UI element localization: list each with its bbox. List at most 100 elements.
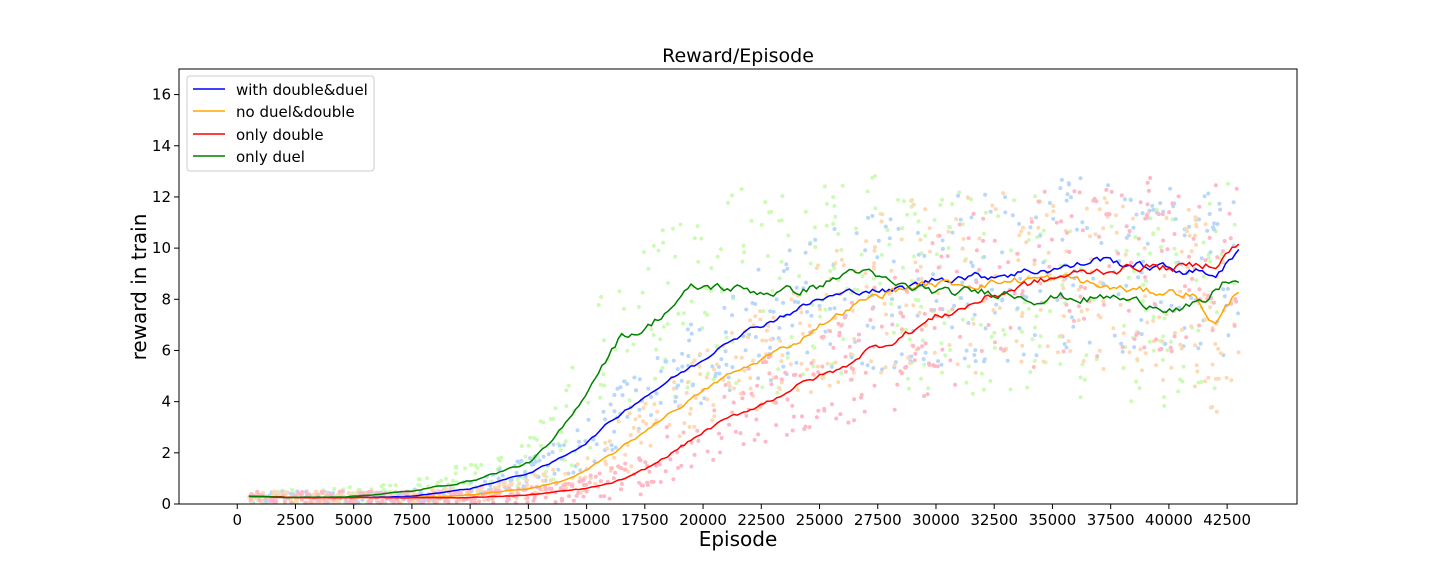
scatter-point: [897, 305, 902, 310]
scatter-point: [923, 233, 928, 238]
scatter-point: [671, 477, 676, 482]
scatter-point: [915, 268, 920, 273]
scatter-point: [1145, 241, 1150, 246]
scatter-point: [652, 402, 657, 407]
scatter-point: [1031, 365, 1036, 369]
scatter-point: [1060, 283, 1065, 287]
legend: with double&duel no duel&double only dou…: [186, 75, 375, 172]
scatter-point: [730, 313, 735, 318]
scatter-point: [904, 303, 909, 308]
x-tick-label-16: 40000: [1145, 511, 1193, 529]
scatter-point: [578, 468, 583, 473]
scatter-point: [820, 376, 825, 381]
scatter-point: [304, 490, 309, 495]
scatter-point: [1071, 324, 1076, 329]
scatter-point: [828, 269, 833, 273]
scatter-point: [800, 414, 804, 419]
x-tick-label-10: 25000: [796, 511, 844, 529]
scatter-point: [1107, 264, 1112, 269]
scatter-point: [1022, 300, 1027, 305]
scatter-point: [746, 335, 750, 340]
scatter-point: [533, 459, 538, 464]
scatter-point: [1222, 239, 1227, 243]
scatter-point: [623, 452, 628, 457]
scatter-point: [625, 414, 630, 419]
scatter-point: [953, 382, 958, 387]
scatter-point: [1215, 310, 1219, 315]
scatter-point: [880, 367, 885, 372]
scatter-point: [1151, 315, 1156, 319]
scatter-point: [921, 357, 926, 362]
scatter-point: [1144, 278, 1148, 283]
scatter-point: [994, 302, 999, 307]
scatter-point: [1038, 334, 1043, 339]
scatter-point: [1136, 275, 1141, 280]
scatter-point: [696, 438, 701, 443]
scatter-point: [960, 246, 965, 251]
scatter-point: [803, 209, 808, 214]
scatter-point: [1026, 238, 1031, 242]
scatter-point: [966, 321, 971, 325]
x-tick-label-3: 7500: [393, 511, 431, 529]
scatter-point: [661, 240, 666, 245]
scatter-point: [899, 371, 904, 376]
scatter-point: [1159, 249, 1164, 253]
scatter-point: [416, 477, 421, 482]
scatter-point: [1012, 291, 1017, 296]
scatter-point: [612, 409, 617, 414]
scatter-point: [1216, 376, 1221, 381]
scatter-point: [1017, 326, 1022, 331]
scatter-point: [918, 264, 923, 269]
scatter-point: [1213, 342, 1218, 346]
scatter-point: [473, 463, 478, 468]
scatter-point: [1143, 275, 1148, 280]
scatter-point: [932, 308, 937, 312]
scatter-point: [828, 329, 832, 334]
scatter-point: [869, 359, 874, 364]
scatter-point: [763, 200, 768, 205]
scatter-point: [1101, 299, 1106, 304]
scatter-point: [884, 312, 889, 317]
scatter-point: [892, 407, 897, 412]
scatter-point: [457, 491, 461, 496]
scatter-point: [1225, 286, 1230, 291]
scatter-point: [756, 267, 761, 272]
scatter-point: [537, 458, 542, 463]
scatter-point: [726, 380, 731, 385]
scatter-point: [461, 498, 466, 503]
scatter-point: [958, 217, 963, 222]
scatter-point: [1236, 350, 1241, 355]
scatter-point: [604, 462, 609, 467]
scatter-point: [528, 435, 533, 440]
scatter-point: [486, 497, 491, 502]
scatter-point: [1041, 228, 1046, 233]
scatter-point: [1038, 289, 1043, 294]
line-layer: [248, 243, 1240, 499]
scatter-point: [711, 457, 716, 462]
scatter-point: [543, 495, 548, 500]
scatter-point: [754, 417, 759, 422]
scatter-point: [982, 231, 986, 236]
scatter-point: [1208, 259, 1213, 264]
scatter-point: [248, 497, 253, 502]
scatter-point: [637, 377, 642, 382]
scatter-point: [752, 438, 757, 442]
scatter-point: [940, 197, 945, 202]
scatter-point: [1109, 189, 1114, 194]
scatter-point: [403, 491, 408, 496]
scatter-point: [479, 462, 484, 467]
scatter-point: [1176, 389, 1181, 394]
scatter-point: [863, 370, 868, 375]
scatter-point: [536, 475, 541, 480]
scatter-point: [1189, 249, 1194, 254]
scatter-point: [768, 378, 773, 383]
scatter-point: [766, 323, 771, 328]
scatter-point: [918, 237, 923, 242]
scatter-point: [909, 279, 914, 283]
scatter-point: [1212, 386, 1217, 391]
scatter-point: [870, 306, 875, 311]
scatter-point: [793, 372, 798, 377]
scatter-point: [947, 343, 952, 347]
scatter-point: [1079, 309, 1084, 314]
